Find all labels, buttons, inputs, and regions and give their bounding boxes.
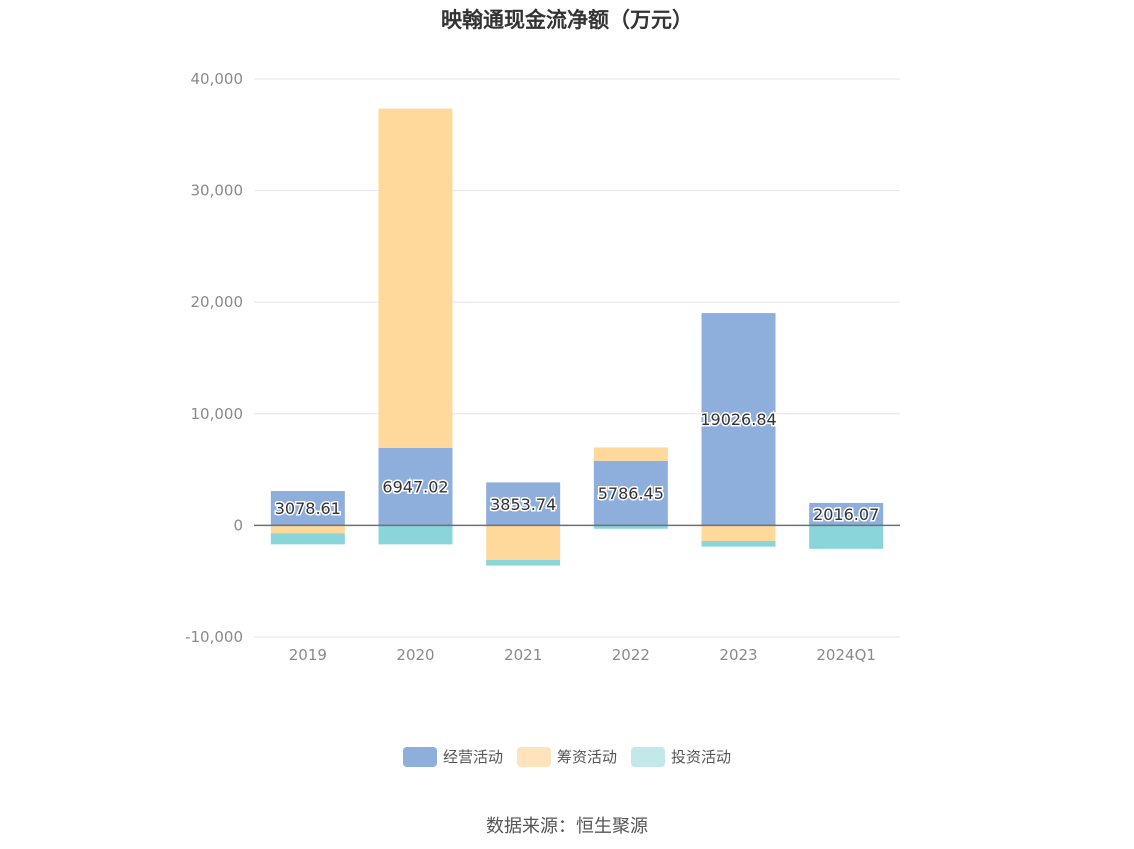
bar-financing	[593, 447, 668, 461]
legend-item-investing[interactable]: 投资活动	[631, 746, 731, 767]
bar-operating	[701, 313, 776, 526]
bar-operating	[378, 447, 453, 526]
y-tick-label: -10,000	[185, 628, 243, 646]
x-tick-label: 2020	[396, 646, 434, 664]
x-tick-label: 2023	[719, 646, 757, 664]
chart-title: 映翰通现金流净额（万元）	[441, 8, 693, 32]
data-source: 数据来源：恒生聚源	[486, 816, 648, 837]
bar-operating	[270, 491, 345, 526]
bar-financing	[378, 108, 453, 448]
data-label: 5786.45	[598, 484, 664, 503]
bar-investing	[809, 525, 884, 549]
bar-investing	[593, 525, 668, 529]
legend: 经营活动 筹资活动 投资活动	[0, 746, 1134, 767]
data-label: 6947.02	[382, 478, 448, 497]
legend-item-financing[interactable]: 筹资活动	[516, 746, 617, 767]
x-tick-label: 2021	[504, 646, 542, 664]
x-tick-label: 2022	[612, 646, 650, 664]
legend-swatch-financing	[516, 746, 551, 767]
data-label: 2016.07	[813, 505, 879, 524]
bar-financing	[486, 525, 561, 560]
bar-financing	[701, 525, 776, 542]
data-label: 3853.74	[490, 495, 556, 514]
legend-swatch-investing	[631, 746, 665, 767]
bar-chart: 40,000 30,000 20,000 10,000 0 -10,000 2019 2020…	[185, 70, 900, 664]
legend-swatch-operating	[402, 746, 437, 767]
y-tick-label: 30,000	[191, 182, 244, 200]
y-tick-label: 10,000	[191, 405, 244, 423]
x-tick-label: 2019	[289, 646, 327, 664]
bar-operating	[486, 482, 561, 526]
bar-investing	[701, 541, 776, 547]
legend-label-operating: 经营活动	[442, 748, 503, 766]
y-tick-label: 0	[233, 516, 243, 534]
bar-operating	[809, 502, 884, 526]
data-label: 3078.61	[275, 499, 341, 518]
bar-investing	[486, 559, 561, 566]
legend-item-operating[interactable]: 经营活动	[402, 746, 503, 767]
y-tick-label: 40,000	[191, 70, 244, 88]
data-label: 19026.84	[700, 410, 776, 429]
x-tick-label: 2024Q1	[816, 646, 876, 664]
legend-label-investing: 投资活动	[671, 748, 732, 766]
bar-investing	[378, 525, 453, 545]
bar-investing	[270, 533, 345, 545]
y-tick-label: 20,000	[191, 293, 244, 311]
bar-operating	[593, 460, 668, 526]
legend-label-financing: 筹资活动	[556, 748, 617, 766]
bar-financing	[270, 525, 345, 534]
